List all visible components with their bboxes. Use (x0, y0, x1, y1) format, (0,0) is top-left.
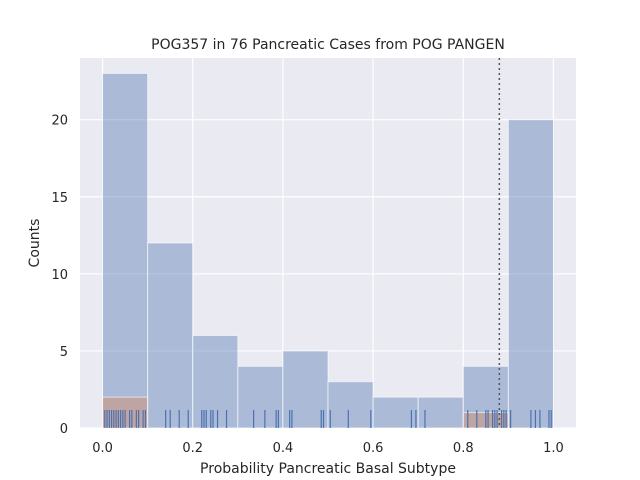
x-tick-label: 0.2 (182, 441, 203, 456)
x-tick-label: 0.8 (453, 441, 474, 456)
chart-title: POG357 in 76 Pancreatic Cases from POG P… (151, 37, 505, 53)
x-tick-label: 0.0 (92, 441, 113, 456)
x-axis-label: Probability Pancreatic Basal Subtype (200, 461, 456, 477)
y-tick-labels: 0 5 10 15 20 (51, 114, 68, 437)
x-tick-label: 0.6 (363, 441, 384, 456)
x-tick-label: 1.0 (543, 441, 564, 456)
histogram-bar (147, 242, 194, 429)
histogram-bar (102, 72, 149, 429)
histogram-bar (192, 335, 239, 429)
histogram-bar (327, 381, 374, 429)
x-tick-label: 0.4 (273, 441, 294, 456)
histogram-bar (417, 396, 464, 429)
y-tick-label: 5 (60, 345, 68, 360)
histogram-bar (507, 119, 554, 429)
y-tick-label: 15 (51, 191, 68, 206)
y-axis-label: Counts (27, 219, 43, 268)
x-tick-labels: 0.0 0.2 0.4 0.6 0.8 1.0 (92, 441, 564, 456)
histogram-bar (372, 396, 419, 429)
y-tick-label: 0 (60, 422, 68, 437)
rug-ticks (104, 410, 552, 428)
y-tick-label: 20 (51, 114, 68, 129)
y-tick-label: 10 (51, 268, 68, 283)
